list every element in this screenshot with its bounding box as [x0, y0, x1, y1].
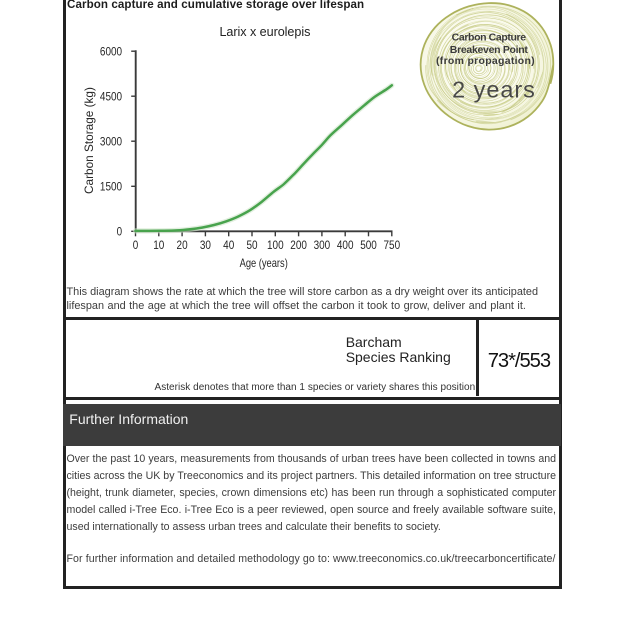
svg-text:6000: 6000	[100, 46, 122, 58]
svg-text:2 years: 2 years	[452, 76, 536, 102]
svg-text:100: 100	[267, 240, 284, 252]
svg-text:40: 40	[223, 240, 234, 252]
svg-text:Carbon Storage (kg): Carbon Storage (kg)	[82, 87, 96, 194]
svg-text:750: 750	[384, 240, 401, 252]
svg-text:500: 500	[360, 240, 377, 252]
svg-text:0: 0	[133, 240, 139, 252]
svg-text:4500: 4500	[100, 91, 122, 103]
svg-text:1500: 1500	[100, 182, 122, 194]
svg-text:300: 300	[314, 240, 331, 252]
svg-text:20: 20	[177, 240, 188, 252]
svg-text:Breakeven Point: Breakeven Point	[450, 44, 529, 56]
svg-text:(from propagation): (from propagation)	[436, 55, 535, 67]
svg-text:0: 0	[117, 227, 123, 239]
svg-text:3000: 3000	[100, 136, 122, 148]
svg-text:30: 30	[200, 240, 211, 252]
svg-text:200: 200	[290, 240, 307, 252]
svg-text:Carbon Capture: Carbon Capture	[452, 32, 527, 44]
svg-text:50: 50	[246, 240, 257, 252]
svg-text:400: 400	[337, 240, 354, 252]
svg-text:10: 10	[153, 240, 164, 252]
svg-text:Age (years): Age (years)	[240, 257, 288, 270]
svg-text:Larix x eurolepis: Larix x eurolepis	[219, 25, 310, 39]
